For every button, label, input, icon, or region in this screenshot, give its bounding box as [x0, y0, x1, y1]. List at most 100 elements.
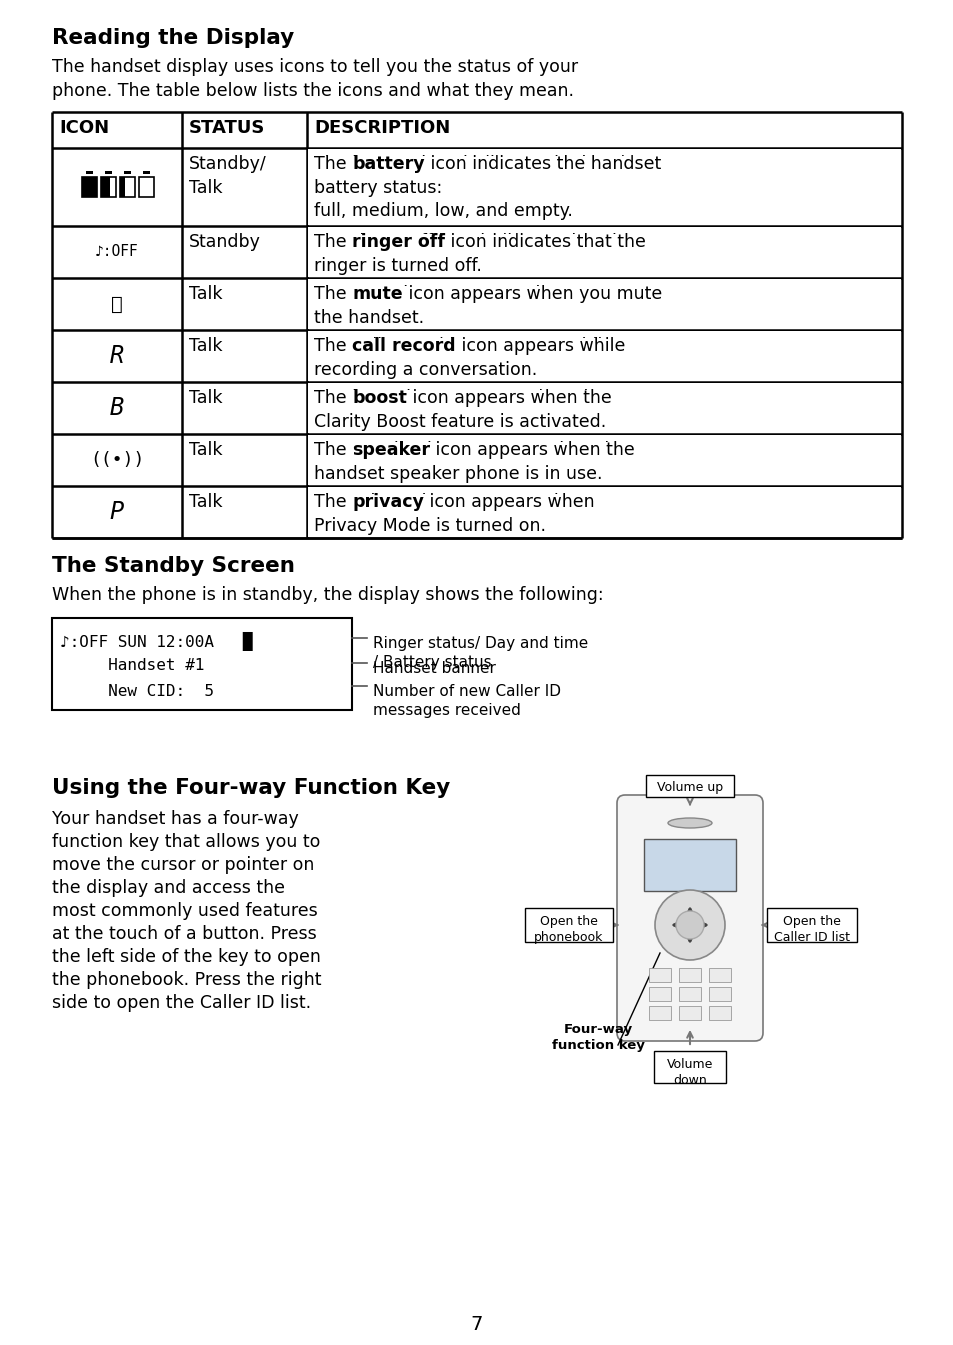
Bar — [654, 1050, 725, 1083]
Text: The: The — [314, 441, 352, 459]
Text: the phonebook. Press the right: the phonebook. Press the right — [52, 971, 321, 989]
Text: The: The — [314, 389, 352, 408]
Text: Open the
phonebook: Open the phonebook — [534, 915, 603, 944]
Text: DESCRIPTION: DESCRIPTION — [314, 118, 450, 137]
Text: Talk: Talk — [189, 441, 222, 459]
Text: R: R — [110, 344, 124, 369]
Text: side to open the Caller ID list.: side to open the Caller ID list. — [52, 994, 311, 1011]
Text: icon appears when: icon appears when — [423, 494, 594, 511]
Bar — [308, 390, 900, 408]
Text: The handset display uses icons to tell you the status of your
phone. The table b: The handset display uses icons to tell y… — [52, 58, 578, 101]
Ellipse shape — [667, 818, 711, 829]
Circle shape — [676, 911, 703, 939]
Bar — [308, 331, 900, 381]
Text: 7: 7 — [471, 1315, 482, 1334]
Text: The battery icon indicates the handset
battery status:
full, medium, low, and em: The battery icon indicates the handset b… — [314, 155, 651, 221]
Text: The: The — [314, 285, 352, 303]
Text: Talk: Talk — [189, 285, 222, 303]
Bar — [308, 383, 900, 433]
Bar — [308, 487, 900, 537]
Text: Talk: Talk — [189, 338, 222, 355]
Bar — [308, 286, 900, 303]
Text: battery: battery — [352, 155, 424, 174]
Bar — [708, 968, 730, 982]
Bar — [524, 908, 613, 942]
Text: most commonly used features: most commonly used features — [52, 902, 317, 920]
Text: Your handset has a four-way: Your handset has a four-way — [52, 810, 298, 829]
Text: Number of new Caller ID
messages received: Number of new Caller ID messages receive… — [373, 685, 560, 718]
Bar — [139, 178, 153, 196]
Bar — [120, 178, 135, 196]
Text: Ringer status/ Day and time
/ Battery status: Ringer status/ Day and time / Battery st… — [373, 636, 588, 670]
Text: Volume up: Volume up — [657, 781, 722, 794]
Text: ♪:OFF: ♪:OFF — [95, 245, 139, 260]
Text: the left side of the key to open: the left side of the key to open — [52, 948, 320, 966]
Text: Handset #1: Handset #1 — [60, 658, 204, 672]
Bar — [82, 178, 97, 196]
Text: Standby: Standby — [189, 233, 260, 252]
Bar — [308, 434, 900, 486]
Text: speaker: speaker — [352, 441, 430, 459]
Bar — [648, 1006, 670, 1020]
Text: ♪:OFF SUN 12:00A   █: ♪:OFF SUN 12:00A █ — [60, 632, 253, 651]
Bar — [643, 839, 735, 890]
Text: The: The — [314, 494, 352, 511]
Bar — [766, 908, 856, 942]
Bar — [308, 278, 900, 330]
Text: The boost icon appears when the
Clarity Boost feature is activated.: The boost icon appears when the Clarity … — [314, 389, 605, 430]
Text: Reading the Display: Reading the Display — [52, 28, 294, 48]
Text: Standby/
Talk: Standby/ Talk — [189, 155, 267, 196]
Text: icon appears when the: icon appears when the — [430, 441, 634, 459]
Bar — [86, 171, 92, 174]
Bar — [124, 171, 131, 174]
Text: The: The — [314, 155, 352, 174]
Text: icon appears when the: icon appears when the — [407, 389, 611, 408]
Text: 🔇: 🔇 — [111, 295, 123, 313]
Text: Four-way
function key: Four-way function key — [551, 1024, 644, 1052]
Text: at the touch of a button. Press: at the touch of a button. Press — [52, 925, 316, 943]
Text: ICON: ICON — [59, 118, 109, 137]
Text: icon appears while: icon appears while — [456, 338, 624, 355]
Text: ((•)): ((•)) — [90, 451, 144, 469]
Text: The ringer off icon indicates that the
ringer is turned off.: The ringer off icon indicates that the r… — [314, 233, 633, 274]
Text: The speaker icon appears when the
handset speaker phone is in use.: The speaker icon appears when the handse… — [314, 441, 625, 483]
Text: privacy: privacy — [352, 494, 423, 511]
Bar — [105, 171, 112, 174]
Bar — [679, 968, 700, 982]
Text: Talk: Talk — [189, 389, 222, 408]
Bar — [52, 617, 352, 710]
Bar — [648, 968, 670, 982]
Text: Open the
Caller ID list: Open the Caller ID list — [773, 915, 849, 944]
Text: The call record icon appears while
recording a conversation.: The call record icon appears while recor… — [314, 338, 613, 378]
Text: Talk: Talk — [189, 494, 222, 511]
Text: call record: call record — [352, 338, 456, 355]
Bar — [708, 1006, 730, 1020]
Bar — [708, 987, 730, 1001]
Bar — [308, 494, 900, 511]
Bar — [101, 178, 116, 196]
Bar — [143, 171, 150, 174]
Bar — [648, 987, 670, 1001]
Text: When the phone is in standby, the display shows the following:: When the phone is in standby, the displa… — [52, 586, 603, 604]
Text: boost: boost — [352, 389, 407, 408]
Text: Volume
down: Volume down — [666, 1059, 713, 1087]
Bar — [308, 443, 900, 459]
Bar — [679, 1006, 700, 1020]
Bar — [308, 149, 900, 225]
Text: P: P — [110, 500, 124, 525]
Text: ringer off: ringer off — [352, 233, 445, 252]
Bar — [645, 775, 733, 798]
Text: The: The — [314, 233, 352, 252]
Bar — [308, 156, 900, 174]
Text: The: The — [314, 338, 352, 355]
Text: The Standby Screen: The Standby Screen — [52, 555, 294, 576]
Text: Using the Four-way Function Key: Using the Four-way Function Key — [52, 777, 450, 798]
Bar — [120, 178, 125, 196]
Text: Handset banner: Handset banner — [373, 660, 496, 677]
Bar — [308, 234, 900, 252]
Bar — [308, 227, 900, 277]
Bar — [679, 987, 700, 1001]
FancyBboxPatch shape — [617, 795, 762, 1041]
Bar — [308, 338, 900, 355]
Text: icon indicates the handset: icon indicates the handset — [424, 155, 660, 174]
